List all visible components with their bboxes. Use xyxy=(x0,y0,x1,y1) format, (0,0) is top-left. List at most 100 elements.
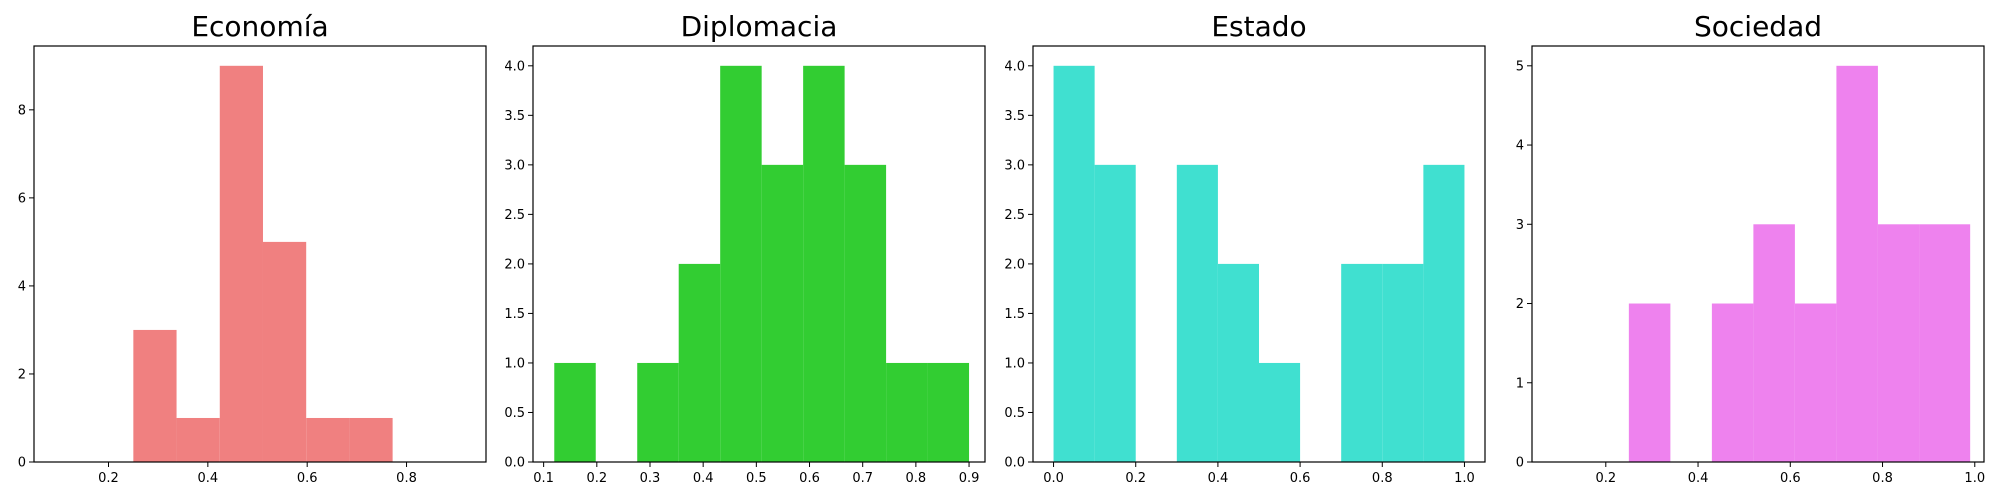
bar-diplomacia-5 xyxy=(761,164,804,462)
x-tick-label-sociedad-4: 1.0 xyxy=(1964,471,1985,486)
x-tick-label-diplomacia-7: 0.8 xyxy=(906,471,927,486)
x-tick-label-estado-1: 0.2 xyxy=(1125,471,1146,486)
bar-diplomacia-9 xyxy=(927,362,970,462)
bar-diplomacia-8 xyxy=(886,362,928,462)
y-tick-label-sociedad-1: 1 xyxy=(1516,376,1524,391)
panel-estado: Estado 0.0 0.2 0.4 0.6 0.8 1.0 0.0 0.5 1.0 1.5 2.… xyxy=(1004,10,1486,486)
bar-estado-8 xyxy=(1382,263,1424,462)
bar-sociedad-0 xyxy=(1628,303,1671,462)
bar-diplomacia-4 xyxy=(720,65,762,463)
bar-estado-0 xyxy=(1053,65,1095,463)
y-tick-label-diplomacia-1: 0.5 xyxy=(504,406,525,421)
y-tick-label-estado-5: 2.5 xyxy=(1004,208,1025,223)
y-tick-label-estado-7: 3.5 xyxy=(1004,109,1025,124)
y-tick-label-sociedad-0: 0 xyxy=(1516,456,1524,471)
x-tick-label-sociedad-3: 0.8 xyxy=(1872,471,1893,486)
y-tick-label-economia-0: 0 xyxy=(18,456,26,471)
y-ticks-estado: 0.0 0.5 1.0 1.5 2.0 2.5 3.0 3.5 4.0 xyxy=(1004,59,1033,471)
x-tick-label-economia-2: 0.6 xyxy=(297,471,318,486)
axes-frame-diplomacia xyxy=(532,45,986,463)
y-tick-label-diplomacia-8: 4.0 xyxy=(504,59,525,74)
x-tick-label-estado-3: 0.6 xyxy=(1290,471,1311,486)
bars-economia xyxy=(133,65,393,463)
bar-economia-4 xyxy=(306,417,350,462)
x-tick-label-sociedad-0: 0.2 xyxy=(1595,471,1616,486)
bar-diplomacia-3 xyxy=(678,263,721,462)
y-tick-label-sociedad-2: 2 xyxy=(1516,297,1524,312)
panel-title-diplomacia: Diplomacia xyxy=(681,10,838,43)
y-tick-label-estado-0: 0.0 xyxy=(1004,456,1025,471)
x-tick-label-estado-5: 1.0 xyxy=(1454,471,1475,486)
bar-economia-1 xyxy=(176,417,220,462)
bars-estado xyxy=(1053,65,1465,463)
x-tick-label-sociedad-2: 0.6 xyxy=(1780,471,1801,486)
y-tick-label-sociedad-3: 3 xyxy=(1516,218,1524,233)
x-ticks-sociedad: 0.2 0.4 0.6 0.8 1.0 xyxy=(1595,462,1985,486)
y-tick-label-diplomacia-6: 3.0 xyxy=(504,158,525,173)
panel-title-estado: Estado xyxy=(1211,10,1306,43)
x-tick-label-diplomacia-8: 0.9 xyxy=(959,471,980,486)
y-tick-label-diplomacia-5: 2.5 xyxy=(504,208,525,223)
bar-sociedad-3 xyxy=(1753,224,1795,462)
bar-diplomacia-7 xyxy=(844,164,887,462)
x-ticks-economia: 0.2 0.4 0.6 0.8 xyxy=(98,462,417,486)
bar-diplomacia-2 xyxy=(637,362,679,462)
x-tick-label-diplomacia-6: 0.7 xyxy=(852,471,873,486)
panel-sociedad: Sociedad 0.2 0.4 0.6 0.8 1.0 0 1 2 3 4 5 xyxy=(1516,10,1985,486)
axes-frame-economia xyxy=(33,45,487,463)
bar-estado-4 xyxy=(1217,263,1259,462)
x-tick-label-economia-1: 0.4 xyxy=(198,471,219,486)
bar-diplomacia-0 xyxy=(554,362,596,462)
x-ticks-estado: 0.0 0.2 0.4 0.6 0.8 1.0 xyxy=(1043,462,1475,486)
bar-estado-3 xyxy=(1176,164,1218,462)
y-tick-label-economia-2: 4 xyxy=(18,279,26,294)
y-tick-label-diplomacia-3: 1.5 xyxy=(504,307,525,322)
axes-frame-sociedad xyxy=(1531,45,1985,463)
bars-sociedad xyxy=(1628,65,1971,463)
x-tick-label-diplomacia-2: 0.3 xyxy=(640,471,661,486)
x-ticks-diplomacia: 0.1 0.2 0.3 0.4 0.5 0.6 0.7 0.8 0.9 xyxy=(533,462,979,486)
y-tick-label-sociedad-4: 4 xyxy=(1516,139,1524,154)
y-tick-label-estado-2: 1.0 xyxy=(1004,356,1025,371)
x-tick-label-estado-0: 0.0 xyxy=(1043,471,1064,486)
y-tick-label-estado-6: 3.0 xyxy=(1004,158,1025,173)
bar-sociedad-5 xyxy=(1836,65,1878,463)
x-tick-label-economia-3: 0.8 xyxy=(396,471,417,486)
bar-sociedad-7 xyxy=(1919,224,1971,462)
y-tick-label-economia-4: 8 xyxy=(18,103,26,118)
x-tick-label-estado-4: 0.8 xyxy=(1372,471,1393,486)
bar-estado-7 xyxy=(1341,263,1383,462)
y-tick-label-estado-4: 2.0 xyxy=(1004,257,1025,272)
bar-sociedad-4 xyxy=(1794,303,1837,462)
x-tick-label-diplomacia-0: 0.1 xyxy=(533,471,554,486)
panel-diplomacia: Diplomacia 0.1 0.2 0.3 0.4 0.5 0.6 0.7 0.8 0.9 0… xyxy=(504,10,986,486)
x-tick-label-diplomacia-1: 0.2 xyxy=(586,471,607,486)
y-ticks-economia: 0 2 4 6 8 xyxy=(18,103,34,471)
bar-estado-1 xyxy=(1094,164,1136,462)
y-tick-label-estado-8: 4.0 xyxy=(1004,59,1025,74)
x-tick-label-diplomacia-3: 0.4 xyxy=(693,471,714,486)
bar-sociedad-6 xyxy=(1877,224,1920,462)
bars-diplomacia xyxy=(554,65,970,463)
y-tick-label-diplomacia-4: 2.0 xyxy=(504,257,525,272)
bar-diplomacia-6 xyxy=(803,65,845,463)
bar-economia-2 xyxy=(219,65,263,463)
y-tick-label-estado-1: 0.5 xyxy=(1004,406,1025,421)
y-tick-label-sociedad-5: 5 xyxy=(1516,59,1524,74)
bar-economia-3 xyxy=(262,241,307,462)
bar-economia-5 xyxy=(349,417,393,462)
axes-frame-estado xyxy=(1032,45,1486,463)
bar-economia-0 xyxy=(133,329,177,462)
y-tick-label-diplomacia-0: 0.0 xyxy=(504,456,525,471)
y-tick-label-diplomacia-2: 1.0 xyxy=(504,356,525,371)
panel-title-economia: Economía xyxy=(191,10,328,43)
x-tick-label-estado-2: 0.4 xyxy=(1208,471,1229,486)
panel-title-sociedad: Sociedad xyxy=(1694,10,1822,43)
bar-estado-9 xyxy=(1423,164,1465,462)
y-tick-label-estado-3: 1.5 xyxy=(1004,307,1025,322)
y-tick-label-diplomacia-7: 3.5 xyxy=(504,109,525,124)
x-tick-label-sociedad-1: 0.4 xyxy=(1688,471,1709,486)
panel-economia: Economía 0.2 0.4 0.6 0.8 0 2 4 6 8 xyxy=(18,10,487,486)
y-tick-label-economia-3: 6 xyxy=(18,191,26,206)
